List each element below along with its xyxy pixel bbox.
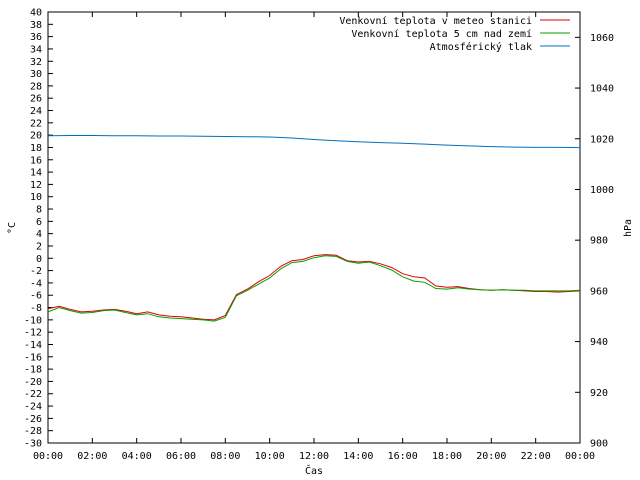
y-tick-label-left: -18	[24, 365, 42, 376]
y-tick-label-left: 20	[30, 131, 42, 142]
y-tick-label-left: -12	[24, 328, 42, 339]
x-tick-label: 14:00	[343, 451, 373, 462]
y-axis-label-right: hPa	[623, 219, 634, 237]
legend-label-1: Venkovní teplota v meteo stanici	[339, 15, 532, 27]
y-tick-label-left: 30	[30, 69, 42, 80]
x-tick-label: 02:00	[77, 451, 107, 462]
y-tick-label-left: -2	[30, 266, 42, 277]
y-tick-label-left: -24	[24, 402, 42, 413]
y-tick-label-left: -28	[24, 426, 42, 437]
y-tick-label-right: 940	[590, 337, 608, 348]
y-tick-label-left: -4	[30, 278, 42, 289]
y-tick-label-left: 24	[30, 106, 42, 117]
legend: Venkovní teplota v meteo staniciVenkovní…	[339, 15, 570, 53]
y-tick-label-left: 4	[36, 229, 42, 240]
x-tick-label: 00:00	[33, 451, 63, 462]
y-tick-label-left: 16	[30, 155, 42, 166]
y-tick-label-left: 0	[36, 254, 42, 265]
legend-label-2: Venkovní teplota 5 cm nad zemí	[351, 28, 532, 40]
y-tick-label-left: 14	[30, 168, 42, 179]
x-tick-label: 22:00	[521, 451, 551, 462]
series-line-1	[47, 254, 581, 321]
y-tick-label-right: 1000	[590, 185, 614, 196]
x-axis-label: Čas	[305, 464, 323, 477]
y-tick-label-left: 36	[30, 32, 42, 43]
x-tick-label: 04:00	[122, 451, 152, 462]
y-tick-label-right: 1060	[590, 33, 614, 44]
series-layer	[47, 135, 581, 322]
y-tick-label-left: 32	[30, 57, 42, 68]
y-tick-label-left: 40	[30, 8, 42, 19]
y-tick-label-left: 8	[36, 205, 42, 216]
y-tick-label-right: 920	[590, 388, 608, 399]
y-tick-label-right: 900	[590, 439, 608, 450]
y-tick-label-left: 10	[30, 192, 42, 203]
x-tick-label: 00:00	[565, 451, 595, 462]
y-tick-label-left: 12	[30, 180, 42, 191]
y-tick-label-left: -10	[24, 315, 42, 326]
x-tick-label: 06:00	[166, 451, 196, 462]
x-tick-label: 08:00	[210, 451, 240, 462]
y-tick-label-left: 38	[30, 20, 42, 31]
y-tick-label-right: 1020	[590, 134, 614, 145]
series-line-2	[47, 255, 581, 322]
y-tick-label-left: -6	[30, 291, 42, 302]
legend-label-3: Atmosférický tlak	[430, 41, 532, 53]
y-tick-label-left: 18	[30, 143, 42, 154]
y-tick-label-left: 28	[30, 81, 42, 92]
axes-layer: 4038363432302826242220181614121086420-2-…	[24, 8, 614, 463]
y-tick-label-left: -22	[24, 389, 42, 400]
x-tick-label: 12:00	[299, 451, 329, 462]
y-tick-label-left: -26	[24, 414, 42, 425]
y-tick-label-left: -14	[24, 340, 42, 351]
y-tick-label-left: 6	[36, 217, 42, 228]
y-tick-label-left: 22	[30, 118, 42, 129]
y-tick-label-left: -16	[24, 352, 42, 363]
x-tick-label: 20:00	[476, 451, 506, 462]
y-tick-label-left: -8	[30, 303, 42, 314]
series-line-3	[47, 135, 581, 149]
plot-frame	[47, 11, 581, 444]
x-tick-label: 10:00	[255, 451, 285, 462]
y-tick-label-left: -20	[24, 377, 42, 388]
y-tick-label-left: 34	[30, 44, 42, 55]
y-tick-label-right: 960	[590, 286, 608, 297]
y-axis-label-left: °C	[7, 222, 18, 234]
x-tick-label: 16:00	[388, 451, 418, 462]
y-tick-label-left: 2	[36, 241, 42, 252]
x-tick-label: 18:00	[432, 451, 462, 462]
y-tick-label-left: 26	[30, 94, 42, 105]
y-tick-label-right: 980	[590, 236, 608, 247]
y-tick-label-left: -30	[24, 439, 42, 450]
y-tick-label-right: 1040	[590, 84, 614, 95]
